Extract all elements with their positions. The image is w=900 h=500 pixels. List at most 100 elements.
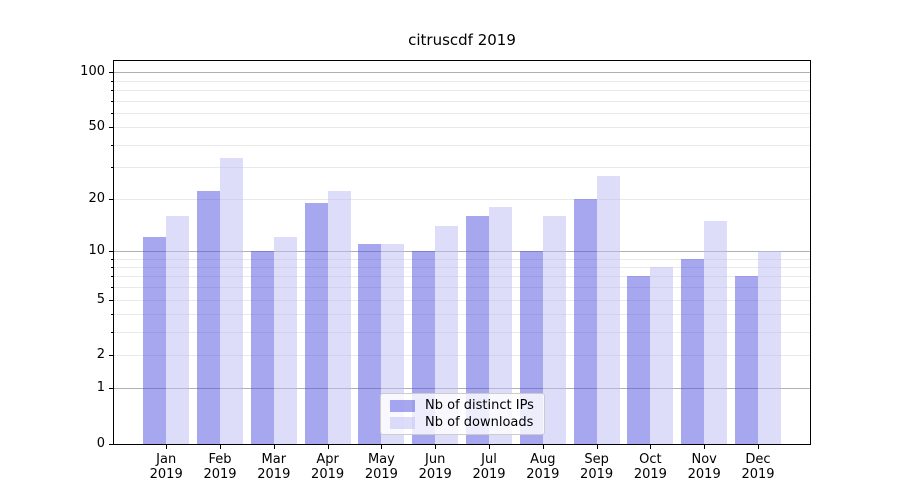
bar-downloads-feb xyxy=(220,157,243,444)
x-tick-label: May 2019 xyxy=(364,452,398,482)
x-tick xyxy=(435,444,437,449)
y-minor-tick xyxy=(111,144,114,146)
bar-downloads-sep xyxy=(596,175,620,444)
minor-gridline xyxy=(114,89,810,91)
x-tick-label: Nov 2019 xyxy=(687,452,721,482)
legend-item-distinct-ips: Nb of distinct IPs xyxy=(390,398,540,413)
y-minor-tick xyxy=(111,266,114,268)
x-tick xyxy=(704,444,706,449)
y-minor-tick xyxy=(111,80,114,82)
x-tick-label: Sep 2019 xyxy=(580,452,614,482)
chart-title: citruscdf 2019 xyxy=(408,31,516,49)
y-minor-tick xyxy=(111,287,114,289)
y-minor-tick xyxy=(111,100,114,102)
y-minor-tick xyxy=(111,332,114,334)
x-tick-label: Feb 2019 xyxy=(203,452,237,482)
y-minor-tick xyxy=(111,299,114,301)
x-tick xyxy=(327,444,329,449)
bar-distinct-ips-nov xyxy=(681,258,705,444)
legend-item-downloads: Nb of downloads xyxy=(390,415,540,430)
bar-downloads-dec xyxy=(758,250,781,444)
major-gridline xyxy=(114,72,810,74)
x-tick-label: Jun 2019 xyxy=(418,452,452,482)
bar-distinct-ips-dec xyxy=(735,276,758,444)
y-tick-label: 5 xyxy=(96,291,105,307)
legend-label-downloads: Nb of downloads xyxy=(425,415,534,430)
bar-downloads-jan xyxy=(166,215,190,444)
minor-gridline xyxy=(114,266,810,268)
x-tick xyxy=(650,444,652,449)
minor-gridline xyxy=(114,276,810,278)
bar-distinct-ips-feb xyxy=(197,191,220,444)
y-minor-tick xyxy=(111,314,114,316)
x-tick xyxy=(489,444,490,449)
minor-gridline xyxy=(114,198,810,200)
bar-downloads-aug xyxy=(542,215,566,444)
y-minor-tick xyxy=(111,127,114,129)
y-minor-tick xyxy=(111,355,114,357)
bar-distinct-ips-sep xyxy=(573,198,597,444)
x-tick-label: Mar 2019 xyxy=(257,452,291,482)
x-tick-label: Jan 2019 xyxy=(149,452,183,482)
minor-gridline xyxy=(114,355,810,357)
bar-distinct-ips-oct xyxy=(627,276,651,444)
plot-area xyxy=(113,60,811,445)
y-minor-tick xyxy=(111,167,114,169)
bar-downloads-jun xyxy=(435,225,459,444)
major-gridline xyxy=(114,388,810,390)
y-minor-tick xyxy=(111,198,114,200)
minor-gridline xyxy=(114,112,810,114)
y-minor-tick xyxy=(111,258,114,260)
bar-downloads-jul xyxy=(489,206,512,444)
x-tick-label: Aug 2019 xyxy=(526,452,560,482)
minor-gridline xyxy=(114,299,810,301)
y-tick-label: 10 xyxy=(88,242,105,258)
y-tick xyxy=(109,388,114,390)
bar-distinct-ips-may xyxy=(358,243,382,444)
y-tick xyxy=(109,444,114,445)
y-tick-label: 1 xyxy=(96,380,105,396)
minor-gridline xyxy=(114,314,810,316)
bar-distinct-ips-mar xyxy=(250,250,274,444)
x-tick-label: Apr 2019 xyxy=(311,452,345,482)
y-tick-label: 50 xyxy=(88,119,105,135)
legend-swatch-downloads xyxy=(390,416,415,429)
x-tick-label: Oct 2019 xyxy=(633,452,667,482)
legend-label-distinct-ips: Nb of distinct IPs xyxy=(425,398,534,413)
y-tick-label: 2 xyxy=(96,347,105,363)
minor-gridline xyxy=(114,287,810,289)
y-minor-tick xyxy=(111,89,114,91)
x-tick xyxy=(596,444,598,449)
x-tick xyxy=(220,444,221,449)
bar-distinct-ips-jan xyxy=(143,237,167,444)
legend: Nb of distinct IPs Nb of downloads xyxy=(380,393,545,435)
bar-downloads-mar xyxy=(273,237,297,444)
y-tick-label: 0 xyxy=(96,436,105,451)
x-tick-label: Dec 2019 xyxy=(741,452,775,482)
y-minor-tick xyxy=(111,112,114,114)
bar-distinct-ips-apr xyxy=(304,202,328,444)
y-tick xyxy=(109,250,114,252)
x-tick xyxy=(166,444,168,449)
x-tick xyxy=(758,444,759,449)
bar-downloads-apr xyxy=(327,191,351,444)
bar-distinct-ips-jul xyxy=(466,215,489,444)
minor-gridline xyxy=(114,100,810,102)
y-tick-label: 100 xyxy=(80,64,105,80)
y-tick xyxy=(109,72,114,74)
minor-gridline xyxy=(114,167,810,169)
y-minor-tick xyxy=(111,276,114,278)
legend-swatch-distinct-ips xyxy=(390,399,415,412)
major-gridline xyxy=(114,250,810,252)
bar-downloads-nov xyxy=(704,220,728,444)
y-tick-label: 20 xyxy=(88,190,105,206)
minor-gridline xyxy=(114,258,810,260)
minor-gridline xyxy=(114,144,810,146)
x-tick xyxy=(273,444,275,449)
bar-downloads-oct xyxy=(650,267,674,444)
minor-gridline xyxy=(114,80,810,82)
minor-gridline xyxy=(114,332,810,334)
minor-gridline xyxy=(114,127,810,129)
x-tick-label: Jul 2019 xyxy=(472,452,506,482)
